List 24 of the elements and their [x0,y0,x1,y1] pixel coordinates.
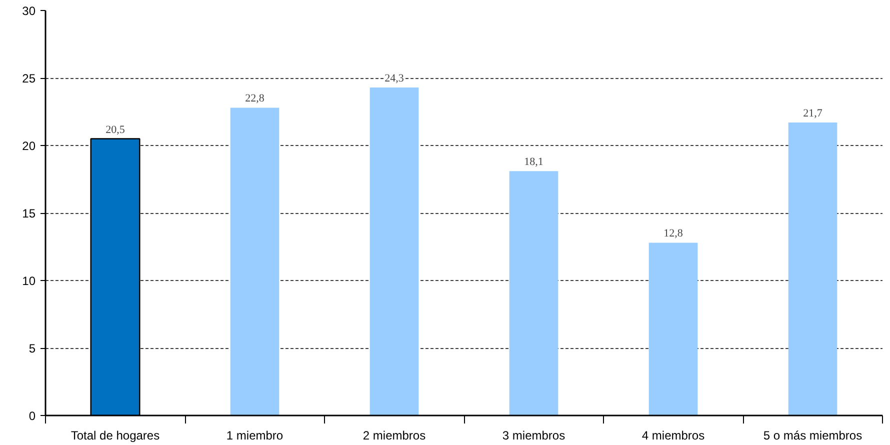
y-tick-label: 30 [22,4,36,18]
data-label: 12,8 [664,228,684,240]
y-tick-label: 25 [22,72,36,86]
data-label: 24,3 [384,72,404,84]
bar [370,87,419,416]
x-tick-label: 1 miembro [226,428,284,442]
x-tick-label: 5 o más miembros [763,428,862,442]
data-label: 21,7 [803,108,823,120]
data-label: 20,5 [106,124,126,136]
y-tick-label: 5 [28,342,36,356]
data-label: 22,8 [245,92,265,105]
bar [788,122,838,416]
y-tick-label: 15 [22,206,36,220]
bar [648,242,698,416]
y-tick-label: 10 [22,274,36,288]
data-label: 18,1 [524,156,544,168]
bar [230,108,280,416]
x-tick-label: Total de hogares [70,428,160,442]
x-tick-label: 4 miembros [642,428,705,442]
x-tick-label: 2 miembros [362,428,426,442]
x-tick-label: 3 miembros [502,428,566,442]
y-tick-label: 0 [28,409,36,423]
bar [509,171,558,416]
y-tick-label: 20 [22,139,36,153]
